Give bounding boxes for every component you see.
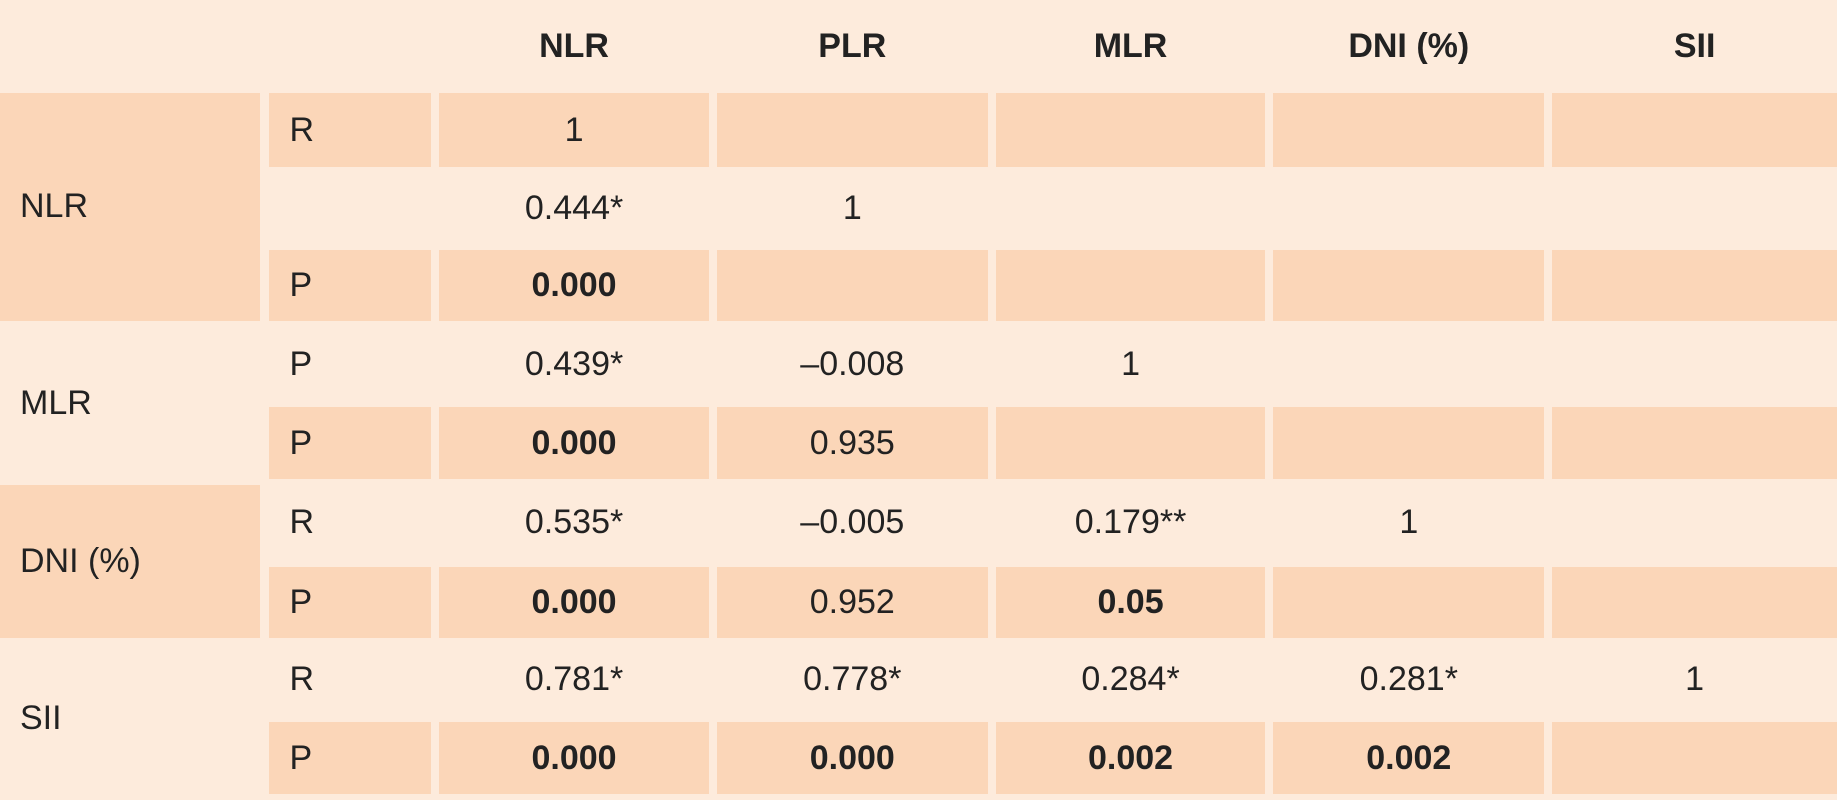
cell-value: 0.05 (1097, 582, 1164, 621)
cell-bg (995, 566, 1266, 638)
cell-bg (439, 249, 709, 321)
stat-label: R (289, 660, 315, 699)
cell-value: 1 (1399, 502, 1419, 541)
cell-value: 1 (1685, 660, 1705, 699)
cell-value: 0.281* (1359, 660, 1458, 699)
cell-value: 1 (842, 188, 862, 227)
cell-bg (995, 406, 1266, 480)
cell-bg (1552, 93, 1837, 167)
cell-bg (716, 93, 988, 167)
column-header: PLR (818, 27, 887, 66)
group-label: DNI (%) (0, 485, 261, 638)
stat-label: P (269, 721, 432, 795)
cell-value: 0.000 (531, 738, 617, 777)
stat-label (269, 171, 431, 244)
cell-value: 0.000 (809, 738, 895, 777)
cell-bg (439, 721, 709, 795)
column-header: SII (1673, 27, 1716, 66)
cell-value: 0.000 (531, 582, 617, 621)
cell-bg (439, 93, 709, 167)
cell-bg (1273, 249, 1545, 321)
cell-value: 0.284* (1081, 660, 1180, 699)
group-label: MLR (20, 383, 92, 422)
cell-value: 0.002 (1366, 738, 1452, 777)
cell-bg (1273, 93, 1545, 167)
cell-bg (716, 566, 988, 638)
cell-bg (439, 406, 709, 480)
cell-value: 1 (564, 110, 584, 149)
cell-value: 0.000 (531, 265, 617, 304)
cell-bg (716, 406, 988, 480)
cell-value: 0.002 (1087, 738, 1174, 777)
cell-value: 0.179** (1074, 502, 1187, 541)
cell-value: –0.005 (800, 502, 905, 541)
cell-bg (716, 721, 988, 795)
column-header: DNI (%) (1348, 27, 1470, 66)
cell-value: 0.444* (524, 188, 624, 227)
cell-value: 0.535* (524, 502, 624, 541)
cell-value: 0.952 (809, 582, 895, 621)
cell-bg (1552, 249, 1837, 321)
cell-bg (439, 566, 709, 638)
cell-value: 0.778* (803, 660, 902, 699)
cell-value: 0.781* (524, 660, 624, 699)
cell-bg (995, 721, 1266, 795)
cell-value: 1 (1121, 344, 1140, 383)
cell-bg (1552, 406, 1837, 480)
stat-label: P (269, 406, 432, 480)
cell-bg (995, 249, 1266, 321)
cell-bg (995, 93, 1266, 167)
column-header: NLR (539, 27, 609, 66)
cell-value: –0.008 (800, 344, 905, 383)
cell-bg (1552, 566, 1837, 638)
cell-bg (1273, 406, 1545, 480)
cell-bg (1273, 721, 1545, 795)
cell-bg (1273, 566, 1545, 638)
cell-bg (716, 249, 988, 321)
cell-bg (1552, 721, 1837, 795)
group-label: NLR (0, 93, 261, 321)
cell-value: 0.935 (809, 423, 895, 462)
stat-label: R (269, 93, 432, 167)
cell-value: 0.000 (531, 423, 617, 462)
cell-value: 0.439* (524, 344, 624, 383)
stat-label: P (289, 344, 313, 383)
group-label: SII (20, 699, 62, 738)
stat-label: R (289, 502, 315, 541)
stat-label: P (269, 249, 432, 321)
stat-label: P (269, 566, 432, 638)
column-header: MLR (1093, 27, 1168, 66)
